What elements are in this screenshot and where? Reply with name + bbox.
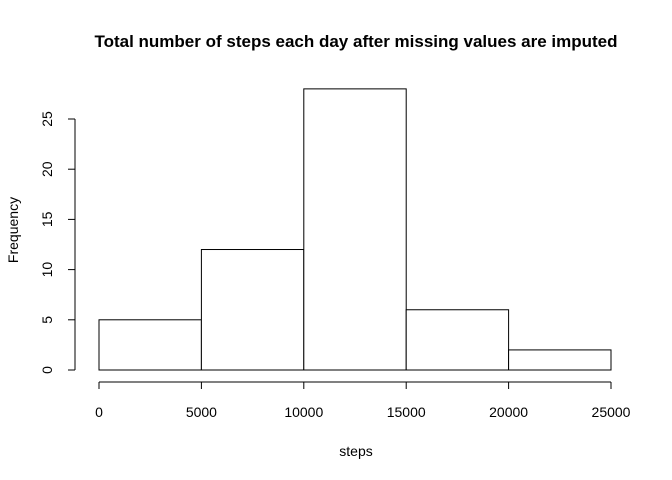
histogram-bar-3 — [405, 309, 510, 371]
histogram-bar-1 — [200, 249, 305, 371]
chart-title: Total number of steps each day after mis… — [94, 32, 617, 51]
x-tick-label-5: 25000 — [592, 404, 631, 420]
x-tick-label-1: 5000 — [186, 404, 217, 420]
x-tick-label-4: 20000 — [489, 404, 528, 420]
x-tick-label-0: 0 — [95, 404, 103, 420]
y-tick-label-4: 20 — [39, 161, 55, 177]
y-axis: 0 5 10 15 20 25 — [39, 111, 76, 374]
y-tick-label-3: 15 — [39, 211, 55, 227]
x-axis-label: steps — [339, 443, 372, 459]
bars-group — [98, 88, 612, 371]
y-tick-label-1: 5 — [39, 316, 55, 324]
histogram-bar-4 — [508, 349, 612, 371]
x-tick-label-3: 15000 — [387, 404, 426, 420]
histogram-bar-0 — [98, 319, 202, 371]
x-axis: 0 5000 10000 15000 20000 25000 — [95, 381, 631, 420]
y-axis-label: Frequency — [5, 197, 21, 263]
y-tick-label-2: 10 — [39, 262, 55, 278]
x-tick-label-2: 10000 — [284, 404, 323, 420]
histogram-bar-2 — [303, 88, 407, 371]
y-tick-label-0: 0 — [39, 366, 55, 374]
y-tick-label-5: 25 — [39, 111, 55, 127]
